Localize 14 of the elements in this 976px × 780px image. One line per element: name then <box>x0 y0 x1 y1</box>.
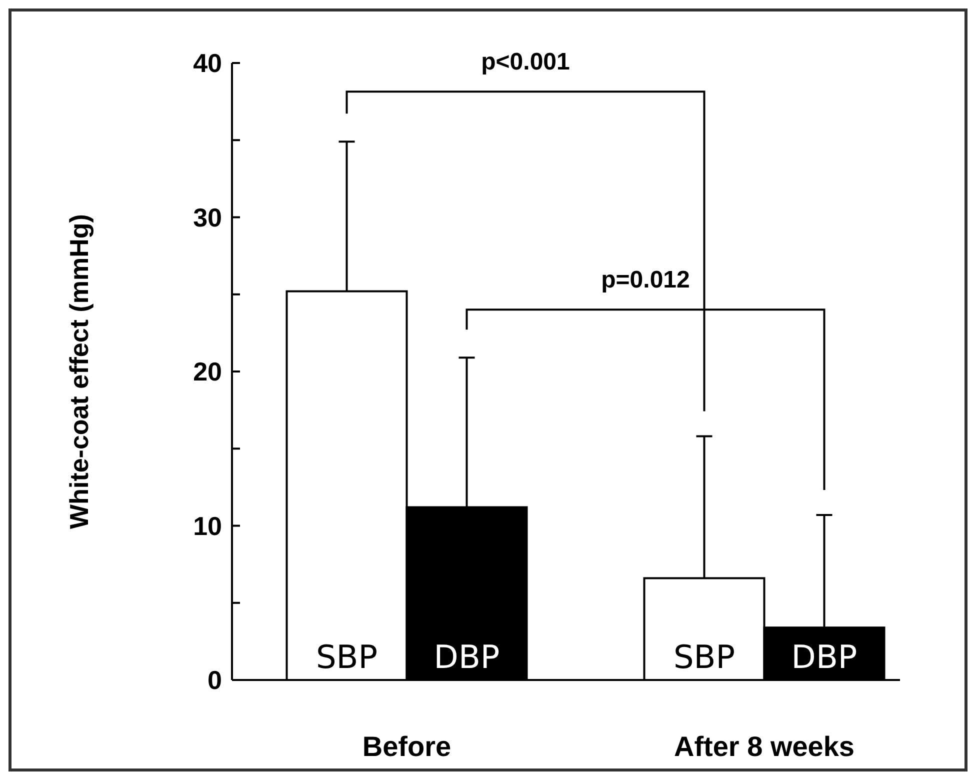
y-tick-label: 0 <box>208 665 222 696</box>
y-tick-label: 20 <box>193 356 222 387</box>
text: DBP <box>791 638 858 676</box>
series-label: SBP <box>316 638 378 676</box>
annotation: p=0.012 <box>601 266 690 294</box>
x-tick-label: Before <box>362 731 452 762</box>
y-tick-label: 30 <box>193 202 222 232</box>
y-tick-label: 40 <box>193 48 222 78</box>
y-axis-title: White-coat effect (mmHg) <box>64 214 94 529</box>
series-label: DBP <box>434 638 500 676</box>
y-tick-label: 10 <box>193 510 222 541</box>
annotation: p<0.001 <box>481 48 570 76</box>
text: SBP <box>673 638 736 676</box>
x-tick-label: After 8 weeks <box>674 731 855 762</box>
